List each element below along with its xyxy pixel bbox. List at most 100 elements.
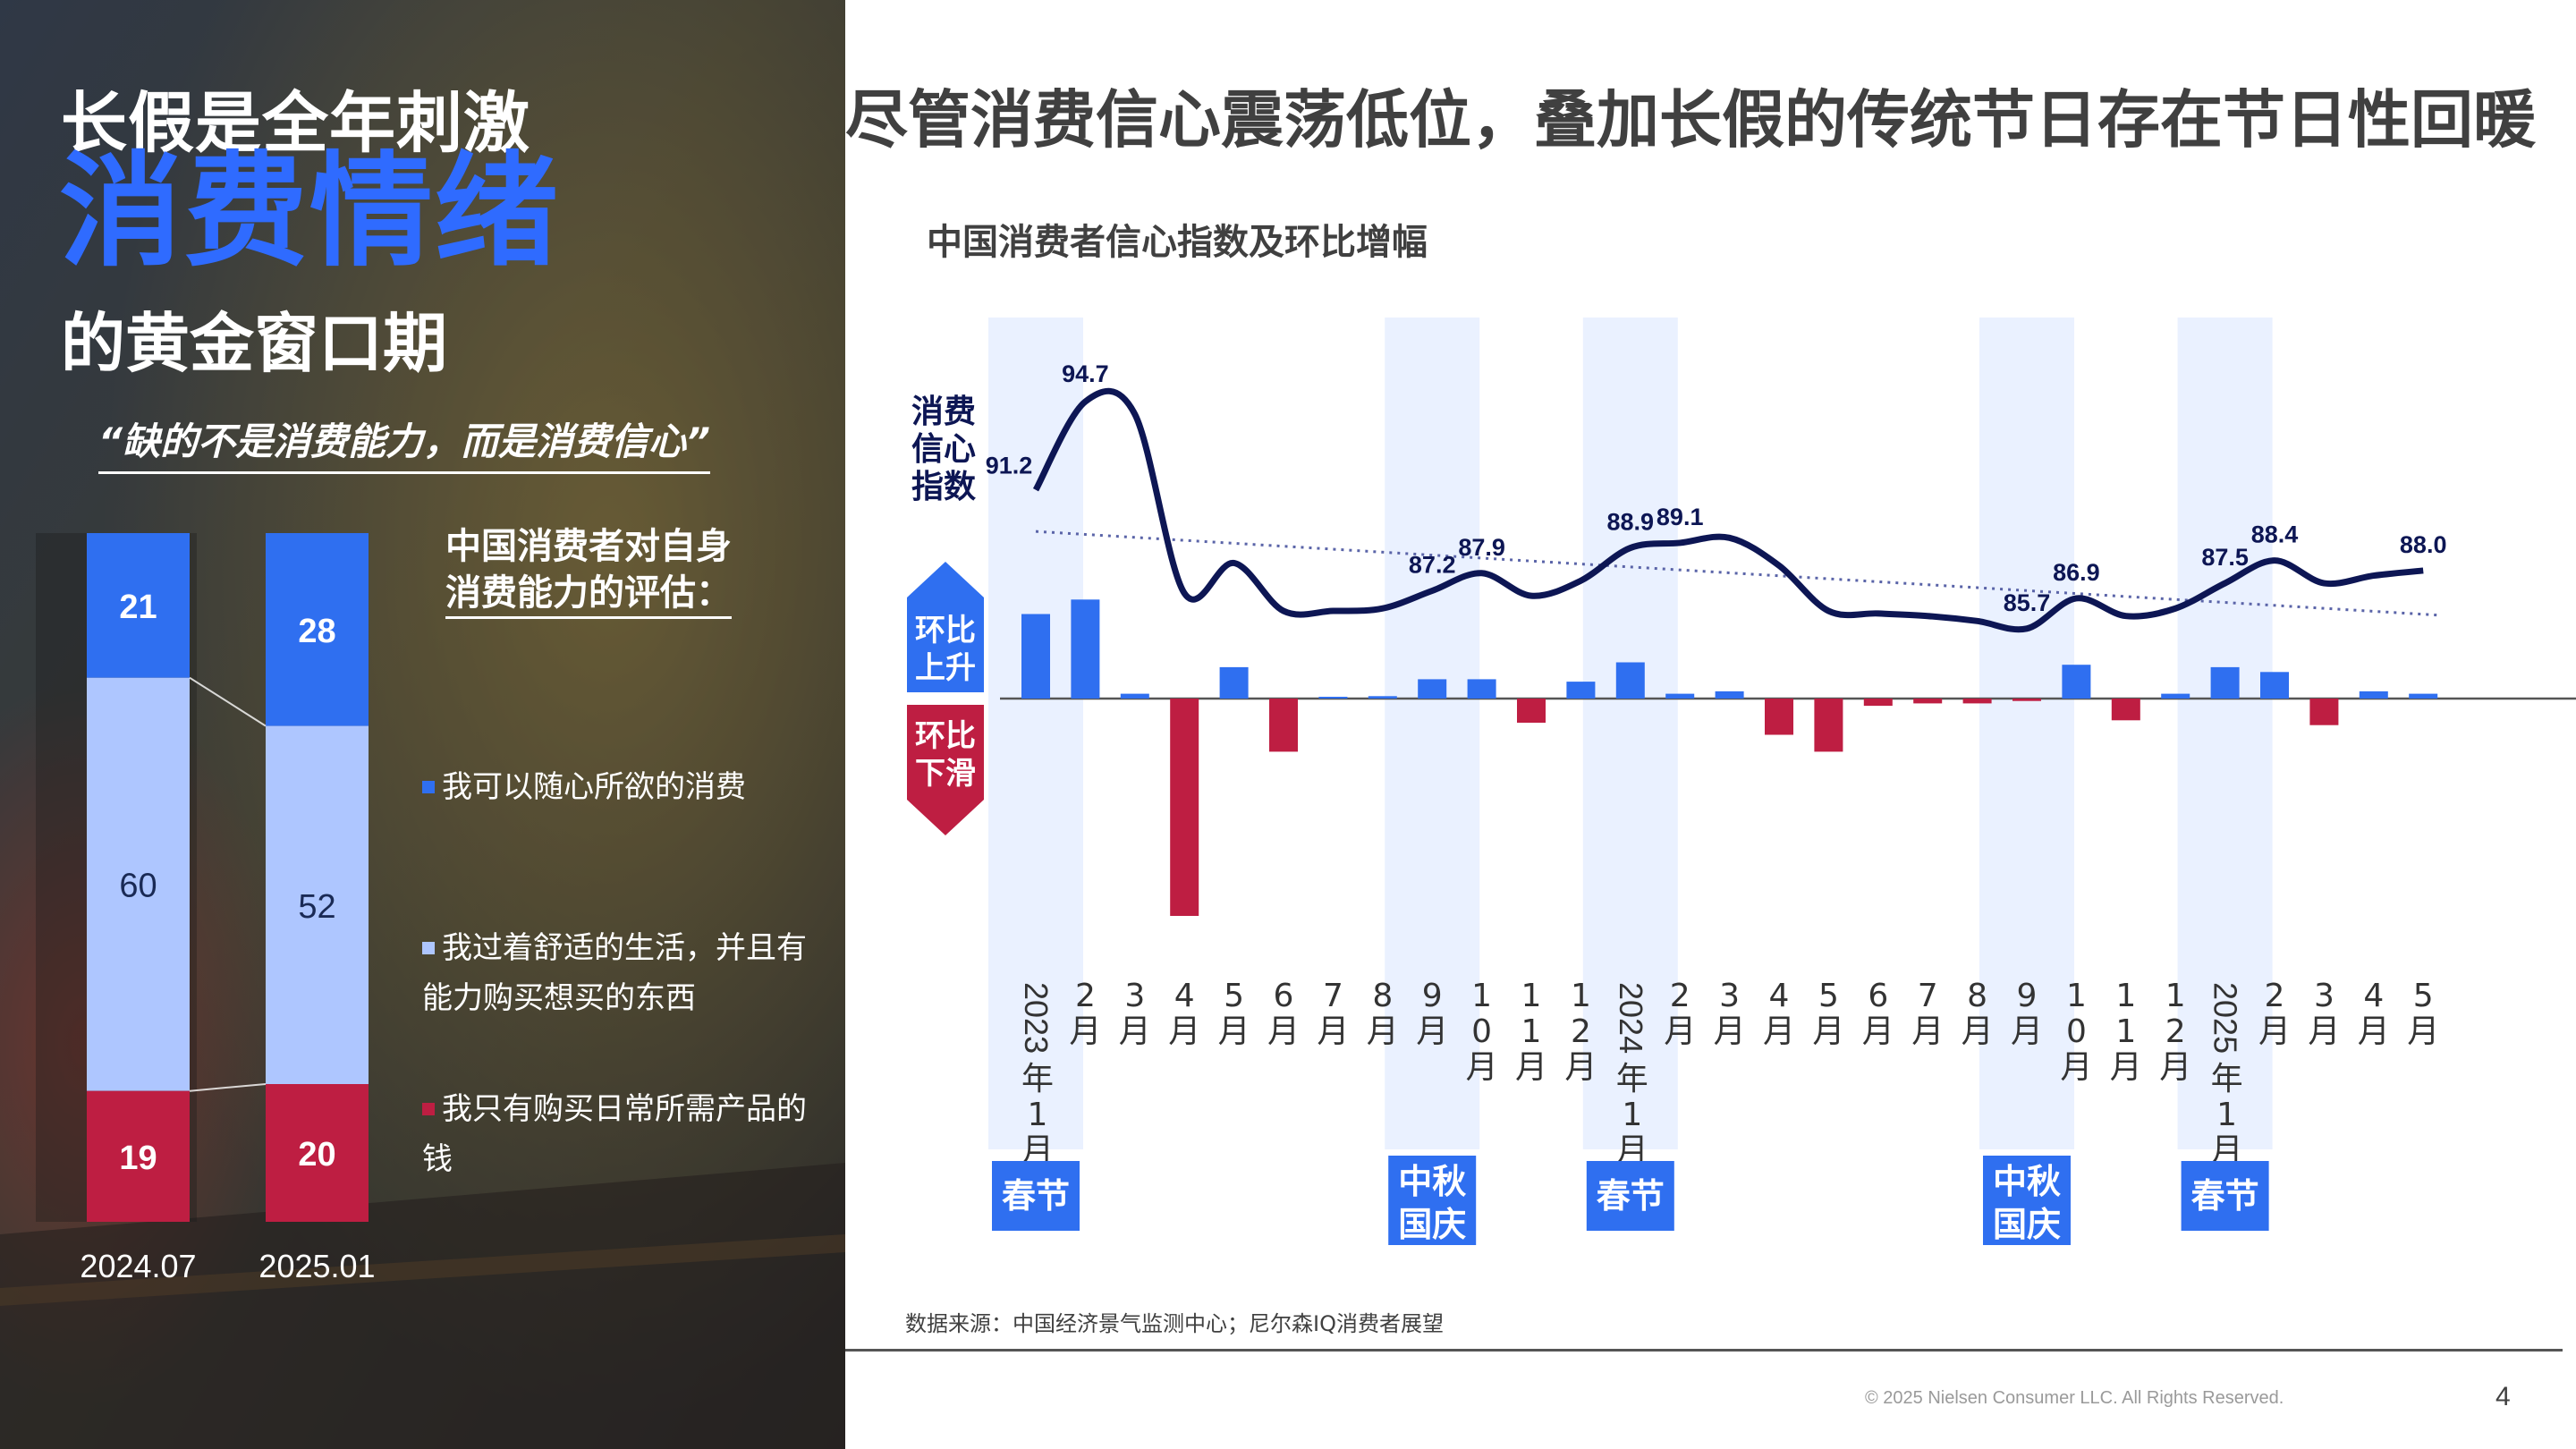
legend-label: 我可以随心所欲的消费 (442, 769, 746, 805)
index-axis-label: 消费 (911, 394, 976, 430)
svg-text:6月: 6月 (1862, 978, 1894, 1050)
chart-title: 中国消费者信心指数及环比增幅 (927, 222, 1428, 263)
change-bar (1467, 679, 1496, 699)
quote: “缺的不是消费能力，而是消费信心” (98, 411, 711, 474)
change-bar (1219, 666, 1249, 699)
svg-text:11月: 11月 (1515, 978, 1547, 1086)
stack-category-label: 2025.01 (258, 1248, 375, 1284)
index-value-label: 88.4 (2251, 521, 2299, 548)
change-bar (1418, 679, 1447, 699)
change-bar (1318, 697, 1348, 699)
stack-value-label: 19 (119, 1140, 157, 1177)
connector-line (189, 676, 267, 727)
legend-swatch (422, 942, 435, 954)
change-bar (2260, 672, 2289, 699)
change-bar (2161, 693, 2190, 699)
svg-text:8月: 8月 (1367, 978, 1399, 1050)
holiday-label-box (2181, 1161, 2269, 1231)
connector-line (189, 1083, 267, 1092)
change-bar (1368, 696, 1397, 699)
up-label: 环比 (915, 613, 976, 648)
confidence-index-line (1032, 387, 2424, 633)
index-value-label: 87.9 (1458, 534, 1505, 561)
stack-value-label: 28 (298, 613, 335, 650)
stack-segment (87, 1090, 190, 1222)
holiday-band (1979, 318, 2074, 1149)
legend-item-daily-needs: 我只有购买日常所需产品的钱 (422, 1084, 816, 1184)
legend-swatch (422, 781, 435, 793)
index-value-label: 87.2 (1409, 552, 1456, 579)
holiday-label: 春节 (992, 1161, 1080, 1231)
change-bar (1863, 699, 1893, 707)
holiday-label-box (1388, 1156, 1477, 1245)
up-arrow-badge (907, 562, 984, 692)
change-bar (1566, 682, 1596, 699)
svg-text:2月: 2月 (1664, 978, 1696, 1050)
svg-text:2月: 2月 (1069, 978, 1101, 1050)
month-tick-year: 2024 (1613, 982, 1649, 1054)
change-bar (1615, 662, 1645, 699)
legend-item-comfortable: 我过着舒适的生活，并且有能力购买想买的东西 (422, 923, 816, 1023)
down-label: 下滑 (915, 756, 976, 792)
copyright: © 2025 Nielsen Consumer LLC. All Rights … (1865, 1388, 2284, 1408)
index-value-label: 94.7 (1062, 360, 1109, 387)
change-bar (2309, 699, 2339, 725)
index-axis-label: 信心 (911, 431, 976, 468)
stack-segment (266, 533, 369, 726)
left-panel: 长假是全年刺激 消费情绪 的黄金窗口期 “缺的不是消费能力，而是消费信心” 21… (0, 0, 845, 1449)
svg-text:3月: 3月 (1119, 978, 1151, 1050)
footer-divider (845, 1349, 2563, 1352)
headline-line-1: 长假是全年刺激 (61, 85, 530, 162)
stack-segment (266, 1084, 369, 1222)
change-bar (2210, 666, 2240, 699)
change-bar (2062, 665, 2091, 699)
index-value-label: 85.7 (2004, 589, 2051, 616)
holiday-band (1385, 318, 1480, 1149)
index-value-label: 86.9 (2053, 559, 2100, 586)
stack-segment (87, 533, 190, 678)
source-note: 数据来源：中国经济景气监测中心；尼尔森IQ消费者展望 (905, 1311, 1444, 1336)
holiday-label-text: 春节 (1002, 1176, 1070, 1216)
svg-text:12月: 12月 (2159, 978, 2191, 1086)
legend-swatch (422, 1103, 435, 1115)
holiday-label-text: 中秋 (1993, 1162, 2061, 1201)
svg-text:7月: 7月 (1317, 978, 1349, 1050)
svg-text:7月: 7月 (1911, 978, 1944, 1050)
change-bar (2359, 691, 2388, 699)
holiday-label-text: 国庆 (1993, 1205, 2061, 1244)
change-bar (1021, 614, 1050, 699)
svg-text:4月: 4月 (1168, 978, 1200, 1050)
change-bar (2012, 699, 2041, 701)
trend-line (1035, 530, 2442, 617)
holiday-label-text: 春节 (1597, 1176, 1665, 1216)
svg-text:6月: 6月 (1267, 978, 1300, 1050)
holiday-label: 春节 (2181, 1161, 2269, 1231)
change-bar (2111, 699, 2140, 721)
change-bar (1269, 699, 1298, 752)
svg-text:12月: 12月 (1564, 978, 1597, 1086)
assessment-title: 中国消费者对自身 消费能力的评估： (445, 523, 732, 619)
holiday-label: 春节 (1586, 1161, 1674, 1231)
headline-line-3: 的黄金窗口期 (61, 306, 448, 381)
headline-line-2: 消费情绪 (59, 140, 561, 284)
svg-text:5月: 5月 (1218, 978, 1250, 1050)
svg-text:5月: 5月 (2407, 978, 2439, 1050)
